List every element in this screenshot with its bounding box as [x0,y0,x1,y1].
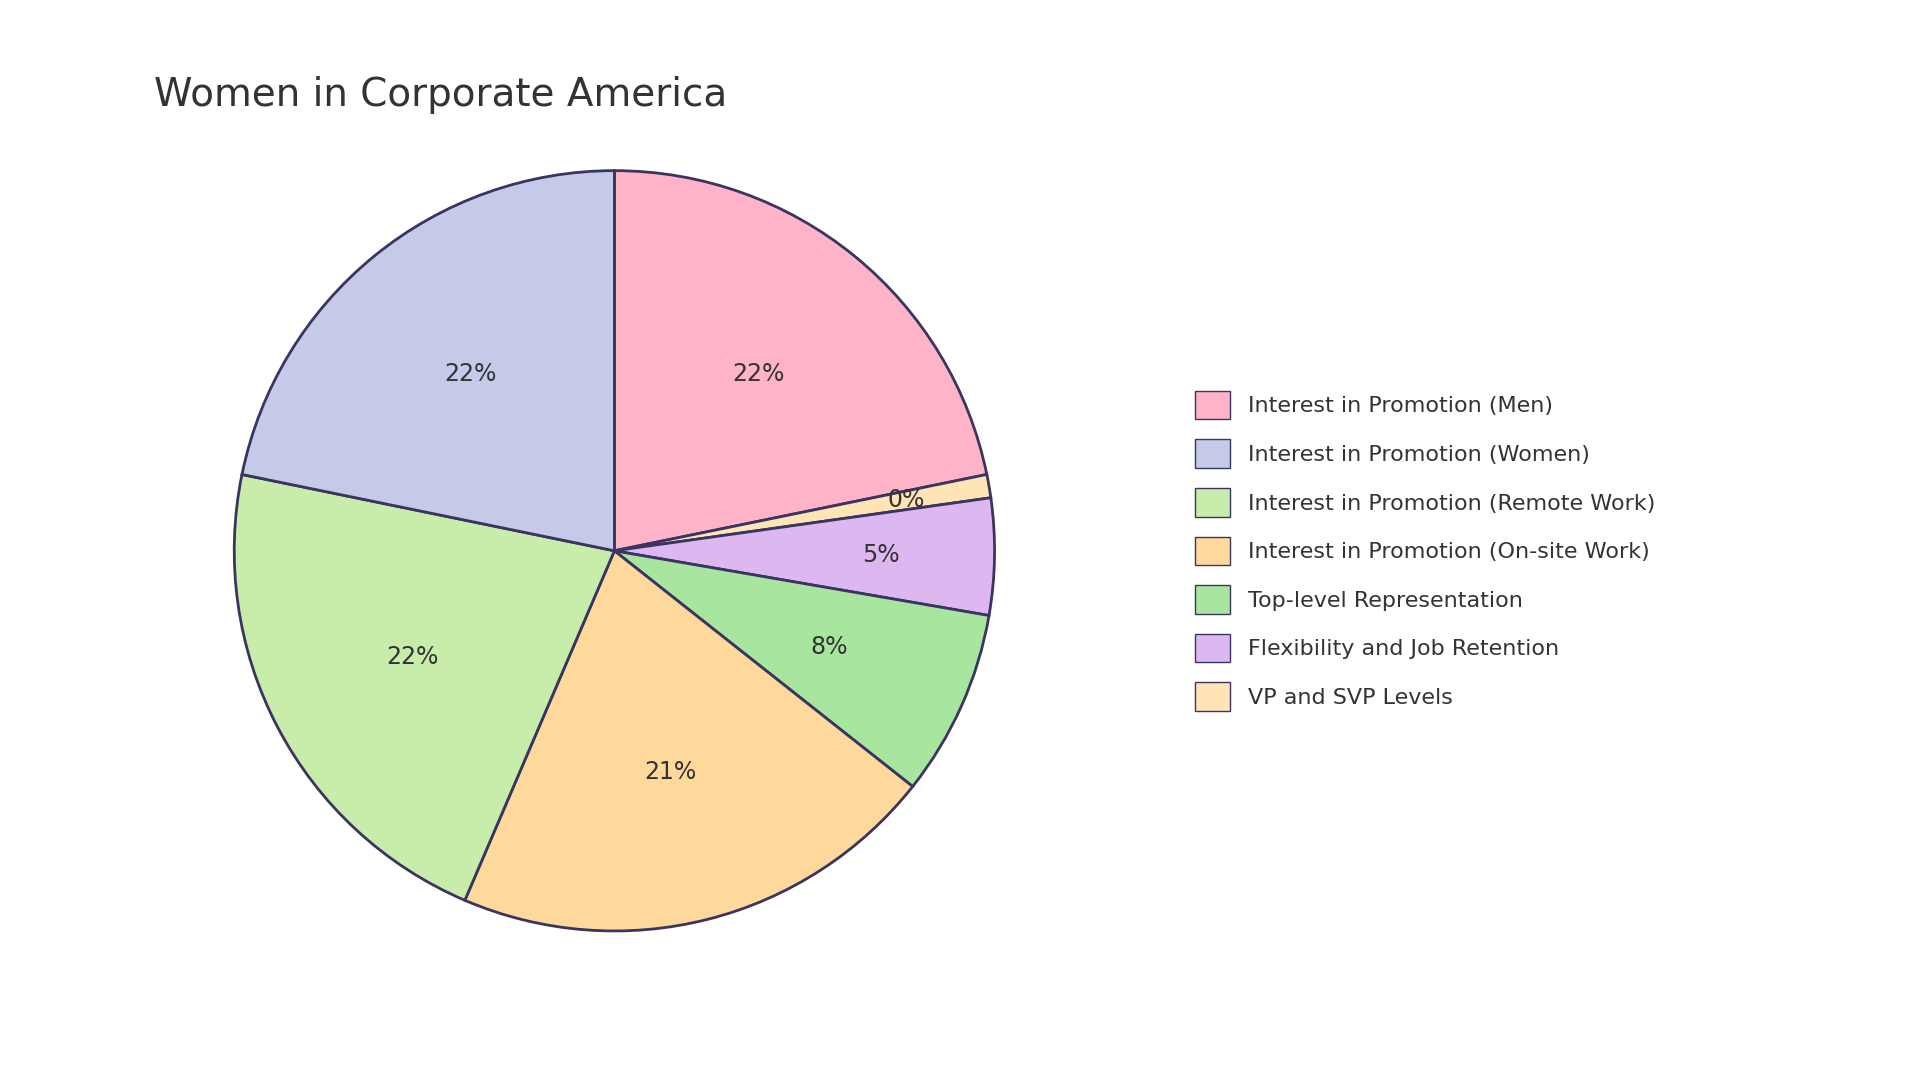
Text: 8%: 8% [810,635,849,659]
Wedge shape [614,498,995,616]
Legend: Interest in Promotion (Men), Interest in Promotion (Women), Interest in Promotio: Interest in Promotion (Men), Interest in… [1177,373,1672,729]
Wedge shape [242,171,614,551]
Wedge shape [234,474,614,901]
Wedge shape [614,171,987,551]
Wedge shape [465,551,912,931]
Wedge shape [614,551,989,786]
Wedge shape [614,474,991,551]
Text: 22%: 22% [444,362,497,386]
Text: Women in Corporate America: Women in Corporate America [154,76,728,113]
Text: 22%: 22% [732,362,785,386]
Text: 5%: 5% [862,543,899,567]
Text: 0%: 0% [887,488,925,512]
Text: 22%: 22% [386,645,438,669]
Text: 21%: 21% [645,760,697,784]
